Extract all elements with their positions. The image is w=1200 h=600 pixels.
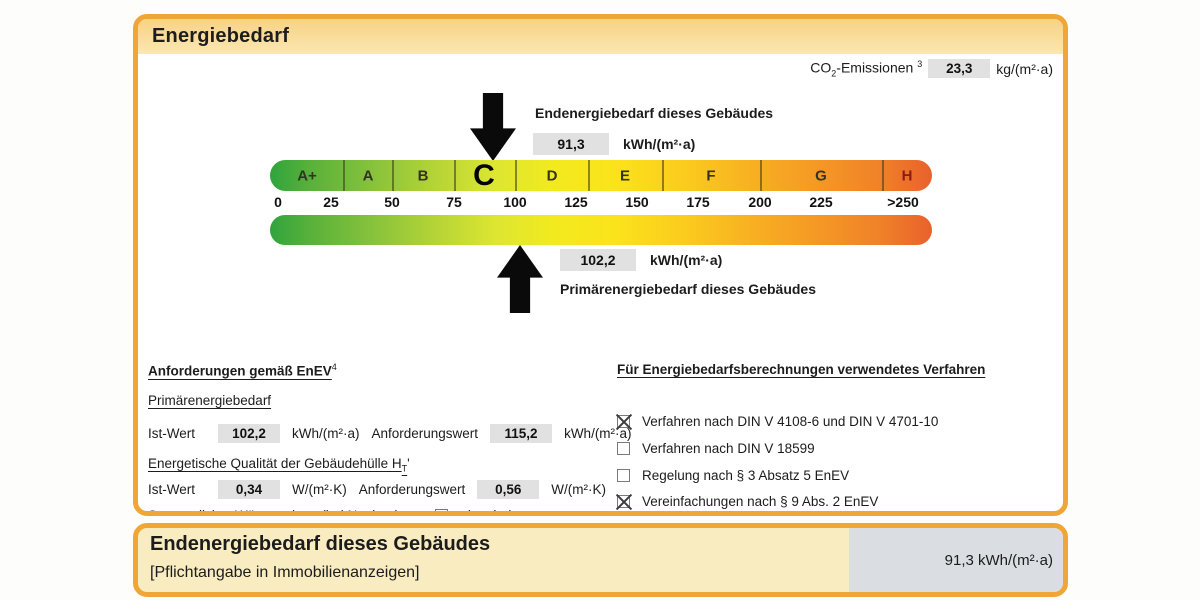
end-energy-marker-label: Endenergiebedarf dieses Gebäudes	[535, 105, 774, 121]
scale-tick: 50	[384, 194, 400, 210]
end-energy-value: 91,3	[533, 133, 609, 155]
class-divider	[588, 160, 590, 191]
ist-wert-label: Ist-Wert	[148, 426, 195, 441]
footer-title: Endenergiebedarf dieses Gebäudes	[150, 533, 491, 555]
primary-energy-unit: kWh/(m²·a)	[650, 252, 723, 268]
requirements-heading: Anforderungen gemäß EnEV4	[148, 362, 337, 379]
footer-value-box: 91,3 kWh/(m²·a)	[849, 528, 1063, 592]
class-divider	[392, 160, 394, 191]
class-label-d: D	[546, 167, 558, 184]
scale-tick: 100	[503, 194, 527, 210]
footer-value: 91,3 kWh/(m²·a)	[944, 551, 1053, 569]
energy-demand-panel: Energiebedarf CO2-Emissionen 3 23,3 kg/(…	[133, 14, 1068, 516]
primary-energy-section-heading: Primärenergiebedarf	[148, 393, 272, 408]
method-item-row: Vereinfachungen nach § 9 Abs. 2 EnEV	[617, 494, 878, 509]
method-item-row: Verfahren nach DIN V 4108-6 und DIN V 47…	[617, 414, 938, 429]
end-energy-arrow-down-icon	[470, 93, 516, 161]
scale-tick: 25	[323, 194, 339, 210]
envelope-req-unit: W/(m²·K)	[551, 482, 607, 497]
primary-energy-value-row: 102,2 kWh/(m²·a)	[560, 249, 722, 271]
co2-emissions-line: CO2-Emissionen 3 23,3 kg/(m²·a)	[810, 59, 1053, 78]
energy-class-band: A+ A B C D E F G H	[270, 158, 932, 192]
class-label-e: E	[619, 167, 631, 184]
scale-tick: 125	[564, 194, 588, 210]
primary-energy-value: 102,2	[560, 249, 636, 271]
method-column: Für Energiebedarfsberechnungen verwendet…	[617, 362, 1057, 511]
envelope-values-row: Ist-Wert 0,34 W/(m²·K) Anforderungswert …	[148, 480, 606, 499]
scale-tick: 0	[274, 194, 282, 210]
method-item-label: Verfahren nach DIN V 4108-6 und DIN V 47…	[642, 414, 939, 429]
method-checkbox-din-4108[interactable]	[617, 415, 630, 428]
footer-panel: Endenergiebedarf dieses Gebäudes [Pflich…	[133, 523, 1068, 597]
gradient-band-bottom	[270, 215, 932, 245]
summer-heat-protection-label: Sommerlicher Wärmeschutz (bei Neubau)	[148, 508, 400, 516]
class-divider	[454, 160, 456, 191]
method-checkbox-din-18599[interactable]	[617, 442, 630, 455]
scale-tick: 175	[686, 194, 710, 210]
scale-tick: 75	[446, 194, 462, 210]
method-checkbox-par9[interactable]	[617, 495, 630, 508]
class-divider	[882, 160, 884, 191]
method-item-row: Verfahren nach DIN V 18599	[617, 441, 815, 456]
ist-wert-label: Ist-Wert	[148, 482, 195, 497]
class-divider	[760, 160, 762, 191]
eingehalten-label: eingehalten	[460, 508, 531, 516]
footer-subtitle: [Pflichtangabe in Immobilienanzeigen]	[150, 564, 420, 581]
scale-number-strip: 0 25 50 75 100 125 150 175 200 225 >250	[270, 191, 932, 215]
envelope-ist-unit: W/(m²·K)	[292, 482, 347, 497]
anforderungswert-label: Anforderungswert	[358, 482, 466, 497]
scale-tick: >250	[887, 194, 919, 210]
method-checkbox-par3-row: Regelung nach § 3 Absatz 5 EnEV	[617, 468, 849, 483]
panel-header: Energiebedarf	[138, 19, 1063, 54]
primary-ist-unit: kWh/(m²·a)	[292, 426, 360, 441]
class-divider	[343, 160, 345, 191]
scale-tick: 225	[809, 194, 833, 210]
method-item-label: Vereinfachungen nach § 9 Abs. 2 EnEV	[642, 494, 879, 509]
primary-energy-values-row: Ist-Wert 102,2 kWh/(m²·a) Anforderungswe…	[148, 424, 632, 443]
method-item-label: Regelung nach § 3 Absatz 5 EnEV	[642, 468, 850, 483]
class-label-f: F	[706, 167, 716, 184]
class-label-a: A	[362, 167, 374, 184]
primary-energy-marker-label: Primärenergiebedarf dieses Gebäudes	[560, 281, 816, 297]
eingehalten-checkbox[interactable]	[435, 509, 449, 511]
co2-unit: kg/(m²·a)	[996, 60, 1053, 77]
class-label-h: H	[901, 167, 913, 184]
class-divider	[662, 160, 664, 191]
summer-heat-protection-row: Sommerlicher Wärmeschutz (bei Neubau) ei…	[148, 508, 531, 516]
requirements-column: Anforderungen gemäß EnEV4 Primärenergieb…	[148, 362, 632, 511]
envelope-quality-heading: Energetische Qualität der Gebäudehülle H…	[148, 456, 410, 474]
anforderungswert-label: Anforderungswert	[371, 426, 479, 441]
primary-req-unit: kWh/(m²·a)	[564, 426, 632, 441]
primary-ist-value: 102,2	[218, 424, 280, 443]
envelope-req-value: 0,56	[477, 480, 540, 499]
method-checkbox-par3[interactable]	[617, 469, 630, 482]
class-label-c-highlighted: C	[473, 158, 495, 192]
page-title: Energiebedarf	[152, 25, 290, 47]
class-divider	[515, 160, 517, 191]
co2-label: CO2-Emissionen 3	[810, 59, 923, 79]
primary-energy-arrow-up-icon	[497, 245, 543, 313]
scale-tick: 200	[748, 194, 772, 210]
end-energy-value-row: 91,3 kWh/(m²·a)	[533, 133, 695, 155]
scale-tick: 150	[625, 194, 649, 210]
method-heading: Für Energiebedarfsberechnungen verwendet…	[617, 362, 986, 377]
class-label-g: G	[815, 167, 827, 184]
class-label-aplus: A+	[297, 167, 317, 184]
class-label-b: B	[417, 167, 429, 184]
co2-value: 23,3	[928, 59, 991, 79]
envelope-ist-value: 0,34	[218, 480, 280, 499]
primary-req-value: 115,2	[490, 424, 553, 443]
method-item-label: Verfahren nach DIN V 18599	[642, 441, 815, 456]
end-energy-unit: kWh/(m²·a)	[623, 136, 696, 152]
